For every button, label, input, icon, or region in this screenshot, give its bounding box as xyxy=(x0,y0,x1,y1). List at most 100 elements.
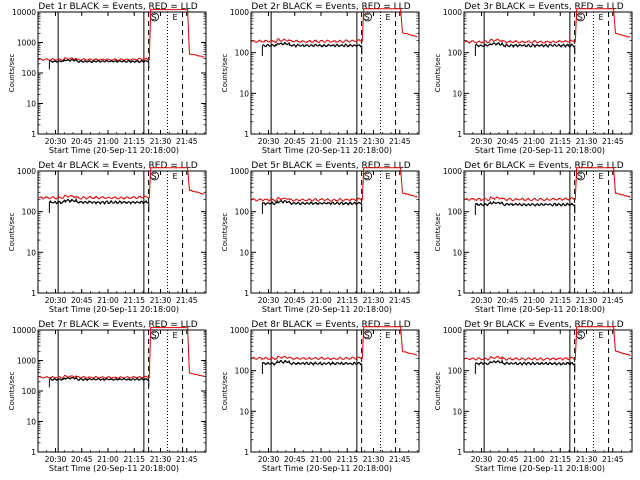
x-tick-label: 20:30 xyxy=(471,455,493,464)
y-axis-label: Counts/sec xyxy=(434,213,442,252)
y-tick-label: 10 xyxy=(239,407,249,416)
detector-panel-7: Det 7r BLACK = Events, RED = LLD 1 10 100 10… xyxy=(8,320,207,473)
lld-series-line xyxy=(251,8,418,44)
events-series-line xyxy=(474,200,576,207)
y-tick-label: 1000 xyxy=(443,167,462,176)
x-axis-label: Start Time (20-Sep-11 20:18:00) xyxy=(262,464,392,473)
x-tick-label: 21:45 xyxy=(389,137,411,146)
x-tick-label: 21:00 xyxy=(523,296,545,305)
panel-title: Det 1r BLACK = Events, RED = LLD xyxy=(38,2,197,12)
events-series-line xyxy=(262,41,363,49)
x-tick-label: 21:15 xyxy=(549,455,571,464)
y-tick-label: 1 xyxy=(457,289,462,298)
x-tick-label: 21:15 xyxy=(549,137,571,146)
x-tick-label: 21:45 xyxy=(389,296,411,305)
end-marker-label: E xyxy=(599,172,604,181)
events-series-line xyxy=(261,199,363,206)
events-series-line xyxy=(474,358,576,366)
plot-frame xyxy=(250,329,420,453)
y-tick-label: 100 xyxy=(448,49,463,58)
x-tick-label: 20:45 xyxy=(284,137,306,146)
end-marker-label: E xyxy=(599,331,604,340)
panel-title: Det 2r BLACK = Events, RED = LLD xyxy=(251,2,410,12)
x-tick-label: 20:30 xyxy=(471,296,493,305)
detector-panel-9: Det 9r BLACK = Events, RED = LLD 1 10 100 10… xyxy=(434,320,633,473)
plot-frame xyxy=(463,329,633,453)
x-tick-label: 20:45 xyxy=(284,296,306,305)
y-tick-label: 100 xyxy=(448,367,463,376)
x-tick-label: 21:15 xyxy=(123,137,145,146)
panel-title: Det 7r BLACK = Events, RED = LLD xyxy=(38,320,197,330)
x-tick-label: 21:30 xyxy=(363,455,385,464)
detector-panel-4: Det 4r BLACK = Events, RED = LLD 1 10 100 10… xyxy=(8,161,207,314)
y-tick-label: 10 xyxy=(26,418,36,427)
start-marker-label: S xyxy=(365,172,370,181)
y-tick-label: 100 xyxy=(235,49,250,58)
x-tick-label: 20:30 xyxy=(471,137,493,146)
x-tick-label: 20:30 xyxy=(45,455,67,464)
x-tick-label: 20:45 xyxy=(497,137,519,146)
x-tick-label: 21:45 xyxy=(176,455,198,464)
x-axis-label: Start Time (20-Sep-11 20:18:00) xyxy=(262,146,392,155)
end-marker-label: E xyxy=(173,331,178,340)
y-tick-label: 10 xyxy=(452,89,462,98)
x-axis-label: Start Time (20-Sep-11 20:18:00) xyxy=(475,305,605,314)
lld-series-line xyxy=(464,8,631,45)
y-tick-label: 100 xyxy=(235,208,250,217)
plot-frame xyxy=(463,170,633,294)
y-tick-label: 100 xyxy=(448,208,463,217)
x-tick-label: 21:00 xyxy=(523,455,545,464)
y-axis-label: Counts/sec xyxy=(221,213,229,252)
plot-frame xyxy=(463,11,633,135)
plot-frame xyxy=(250,170,420,294)
x-tick-label: 20:45 xyxy=(497,455,519,464)
x-tick-label: 21:45 xyxy=(602,455,624,464)
panel-title: Det 9r BLACK = Events, RED = LLD xyxy=(464,320,623,330)
x-axis-label: Start Time (20-Sep-11 20:18:00) xyxy=(49,146,179,155)
end-marker-label: E xyxy=(599,13,604,22)
x-tick-label: 21:30 xyxy=(363,137,385,146)
y-tick-label: 1000 xyxy=(230,326,249,335)
start-marker-label: S xyxy=(578,331,583,340)
x-tick-label: 21:00 xyxy=(97,455,119,464)
y-axis-label: Counts/sec xyxy=(8,213,16,252)
y-tick-label: 10 xyxy=(239,248,249,257)
y-tick-label: 100 xyxy=(235,367,250,376)
x-tick-label: 21:30 xyxy=(576,455,598,464)
x-tick-label: 21:00 xyxy=(523,137,545,146)
end-marker-label: E xyxy=(386,331,391,340)
x-tick-label: 20:45 xyxy=(71,455,93,464)
end-marker-label: E xyxy=(386,172,391,181)
y-tick-label: 1 xyxy=(31,448,36,457)
x-tick-label: 21:45 xyxy=(389,455,411,464)
y-tick-label: 1000 xyxy=(17,167,36,176)
x-tick-label: 21:00 xyxy=(310,455,332,464)
panel-title: Det 5r BLACK = Events, RED = LLD xyxy=(251,161,410,171)
y-tick-label: 1 xyxy=(31,130,36,139)
lld-series-line xyxy=(38,167,205,200)
end-marker-label: E xyxy=(173,172,178,181)
y-tick-label: 1000 xyxy=(230,167,249,176)
lld-series-line xyxy=(251,167,418,202)
start-marker-label: S xyxy=(152,331,157,340)
x-tick-label: 21:45 xyxy=(176,296,198,305)
x-tick-label: 20:45 xyxy=(71,137,93,146)
lld-series-line xyxy=(38,9,205,62)
y-tick-label: 1 xyxy=(31,289,36,298)
x-tick-label: 21:15 xyxy=(123,296,145,305)
y-tick-label: 1000 xyxy=(443,8,462,17)
x-tick-label: 21:15 xyxy=(336,296,358,305)
x-axis-label: Start Time (20-Sep-11 20:18:00) xyxy=(262,305,392,314)
detector-panel-2: Det 2r BLACK = Events, RED = LLD 1 10 100 10… xyxy=(221,2,420,155)
x-tick-label: 21:30 xyxy=(150,296,172,305)
y-tick-label: 1 xyxy=(457,130,462,139)
panel-title: Det 6r BLACK = Events, RED = LLD xyxy=(464,161,623,171)
x-tick-label: 21:15 xyxy=(549,296,571,305)
x-axis-label: Start Time (20-Sep-11 20:18:00) xyxy=(49,464,179,473)
panel-title: Det 3r BLACK = Events, RED = LLD xyxy=(464,2,623,12)
detector-panel-6: Det 6r BLACK = Events, RED = LLD 1 10 100 10… xyxy=(434,161,633,314)
detector-panel-5: Det 5r BLACK = Events, RED = LLD 1 10 100 10… xyxy=(221,161,420,314)
x-tick-label: 21:45 xyxy=(602,296,624,305)
y-tick-label: 1000 xyxy=(17,357,36,366)
